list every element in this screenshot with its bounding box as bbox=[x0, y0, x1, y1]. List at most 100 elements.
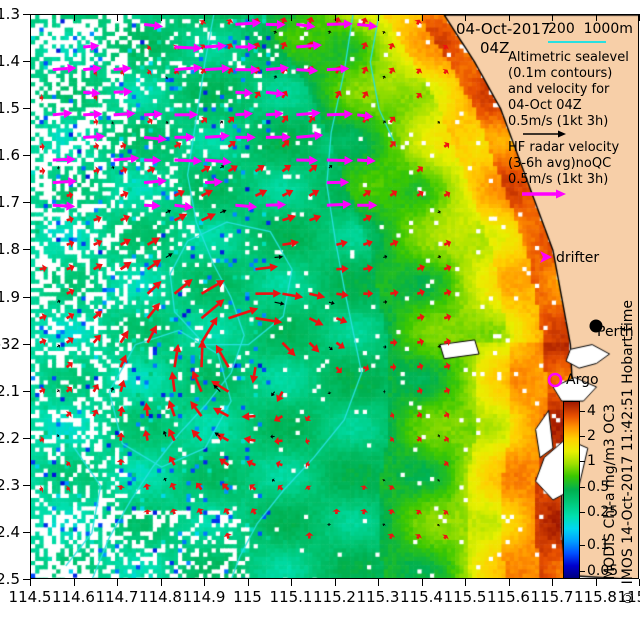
velocity-arrow-head bbox=[67, 337, 74, 344]
velocity-arrow-head bbox=[230, 165, 238, 173]
velocity-arrow-head bbox=[366, 155, 376, 166]
velocity-arrow-head bbox=[203, 165, 211, 173]
y-axis-label: -31.9 bbox=[0, 287, 20, 306]
velocity-arrow-head bbox=[41, 337, 47, 346]
velocity-arrow-head bbox=[90, 41, 100, 51]
velocity-arrow-shaft bbox=[357, 113, 366, 118]
velocity-arrow-shaft bbox=[281, 118, 286, 124]
velocity-arrow-head bbox=[438, 210, 441, 215]
velocity-arrow-shaft bbox=[308, 341, 315, 349]
velocity-arrow-head bbox=[249, 484, 256, 491]
velocity-arrow-shaft bbox=[200, 21, 204, 26]
velocity-arrow-shaft bbox=[227, 118, 232, 124]
velocity-arrow-shaft bbox=[52, 203, 67, 208]
velocity-arrow-head bbox=[66, 386, 72, 393]
velocity-arrow-head bbox=[272, 478, 275, 483]
velocity-arrow-shaft bbox=[309, 292, 318, 297]
velocity-arrow-shaft bbox=[389, 487, 393, 491]
velocity-arrow-head bbox=[68, 288, 75, 296]
velocity-arrow-head bbox=[275, 88, 285, 98]
x-axis-tick-top bbox=[247, 14, 249, 21]
velocity-arrow-shaft bbox=[93, 265, 99, 271]
velocity-arrow-head bbox=[359, 508, 369, 513]
velocity-arrow-shaft bbox=[200, 70, 205, 75]
velocity-arrow-shaft bbox=[281, 93, 286, 99]
velocity-arrow-shaft bbox=[146, 331, 155, 344]
velocity-arrow-head bbox=[437, 120, 441, 125]
velocity-arrow-shaft bbox=[306, 415, 311, 420]
velocity-arrow-head bbox=[193, 43, 203, 53]
velocity-arrow-head bbox=[39, 485, 44, 494]
velocity-arrow-shaft bbox=[336, 242, 342, 247]
velocity-arrow-head bbox=[142, 483, 152, 488]
velocity-arrow-head bbox=[215, 344, 224, 354]
velocity-arrow-shaft bbox=[52, 180, 69, 185]
velocity-arrow-head bbox=[283, 164, 292, 172]
velocity-arrow-shaft bbox=[335, 69, 340, 74]
x-axis-tick bbox=[508, 579, 510, 586]
velocity-arrow-shaft bbox=[113, 112, 128, 117]
velocity-arrow-shaft bbox=[227, 21, 231, 25]
velocity-arrow-head bbox=[199, 68, 207, 74]
velocity-arrow-shaft bbox=[443, 462, 447, 467]
x-axis-tick-top bbox=[421, 14, 423, 21]
y-axis-tick bbox=[23, 531, 30, 533]
colorbar bbox=[563, 401, 580, 579]
velocity-arrow-shaft bbox=[437, 256, 440, 258]
velocity-arrow-head bbox=[40, 435, 45, 444]
velocity-arrow-shaft bbox=[204, 67, 222, 72]
map-plot-area[interactable] bbox=[30, 14, 639, 579]
velocity-arrow-head bbox=[311, 344, 320, 353]
colorbar-tick-label: 2 bbox=[587, 427, 596, 444]
velocity-arrow-shaft bbox=[335, 93, 340, 99]
velocity-arrow-shaft bbox=[296, 44, 314, 49]
velocity-arrow-head bbox=[387, 485, 396, 490]
velocity-arrow-shaft bbox=[416, 413, 420, 418]
velocity-arrow-shaft bbox=[443, 193, 448, 197]
velocity-arrow-head bbox=[57, 299, 61, 304]
velocity-arrow-head bbox=[306, 21, 316, 31]
velocity-arrow-shaft bbox=[328, 301, 332, 304]
velocity-arrow-shaft bbox=[119, 360, 125, 368]
velocity-arrow-shaft bbox=[282, 292, 296, 298]
velocity-arrow-head bbox=[344, 109, 354, 119]
velocity-arrow-shaft bbox=[389, 70, 393, 75]
velocity-arrow-shaft bbox=[249, 438, 256, 442]
velocity-arrow-shaft bbox=[119, 241, 126, 246]
velocity-arrow-head bbox=[56, 389, 60, 393]
bathymetry-scale-labels: 200 1000m bbox=[548, 21, 633, 37]
velocity-arrow-head bbox=[211, 380, 221, 389]
velocity-arrow-head bbox=[65, 485, 71, 493]
velocity-arrow-head bbox=[393, 288, 399, 298]
y-axis-tick bbox=[23, 61, 30, 63]
velocity-arrow-shaft bbox=[250, 462, 256, 467]
y-axis-label: -31.3 bbox=[0, 5, 20, 23]
velocity-arrow-head bbox=[304, 485, 312, 491]
velocity-arrow-head bbox=[389, 141, 396, 148]
colorbar-tick bbox=[580, 511, 585, 513]
velocity-arrow-shaft bbox=[279, 486, 284, 491]
velocity-arrow-head bbox=[390, 190, 398, 197]
velocity-arrow-shaft bbox=[437, 435, 439, 437]
velocity-arrow-head bbox=[68, 191, 74, 200]
velocity-arrow-head bbox=[123, 87, 133, 97]
velocity-arrow-shaft bbox=[93, 169, 97, 173]
velocity-arrow-head bbox=[384, 389, 386, 394]
velocity-arrow-shaft bbox=[174, 203, 186, 208]
velocity-arrow-head bbox=[110, 387, 115, 391]
velocity-arrow-shaft bbox=[416, 365, 421, 369]
velocity-arrow-head bbox=[381, 479, 386, 482]
drifter-label: drifter bbox=[556, 250, 600, 266]
velocity-arrow-shaft bbox=[215, 387, 221, 393]
velocity-arrow-head bbox=[201, 117, 208, 124]
velocity-arrow-shaft bbox=[83, 44, 91, 49]
velocity-arrow-shaft bbox=[193, 406, 203, 417]
velocity-arrow-shaft bbox=[65, 462, 69, 467]
velocity-arrow-head bbox=[334, 90, 342, 97]
velocity-arrow-head bbox=[364, 189, 371, 197]
velocity-arrow-shaft bbox=[437, 524, 439, 527]
velocity-arrow-shaft bbox=[174, 45, 194, 50]
velocity-arrow-head bbox=[209, 316, 218, 326]
velocity-arrow-shaft bbox=[362, 69, 367, 74]
velocity-arrow-head bbox=[95, 239, 103, 247]
